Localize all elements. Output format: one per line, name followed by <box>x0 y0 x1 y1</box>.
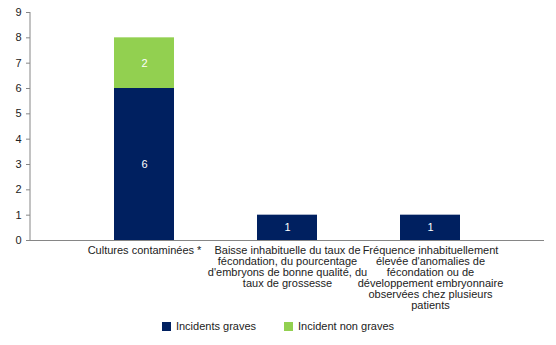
svg-text:9: 9 <box>15 6 21 18</box>
svg-text:7: 7 <box>15 57 21 69</box>
svg-text:4: 4 <box>15 133 21 145</box>
html-text:Incidents graves: Incidents graves <box>175 320 256 332</box>
svg-text:3: 3 <box>15 158 21 170</box>
html-text:Incident non graves: Incident non graves <box>298 320 395 332</box>
svg-text:Fréquence inhabituellementélev: Fréquence inhabituellementélevée d'anoma… <box>358 244 504 311</box>
svg-text:8: 8 <box>15 31 21 43</box>
svg-text:6: 6 <box>15 82 21 94</box>
svg-text:5: 5 <box>15 107 21 119</box>
svg-text:0: 0 <box>15 234 21 246</box>
svg-text:2: 2 <box>15 183 21 195</box>
svg-text:6: 6 <box>141 158 147 170</box>
svg-text:Baisse inhabituelle du taux de: Baisse inhabituelle du taux defécondatio… <box>208 244 367 289</box>
svg-text:1: 1 <box>427 221 433 233</box>
svg-text:2: 2 <box>141 57 147 69</box>
svg-text:1: 1 <box>284 221 290 233</box>
svg-text:Cultures contaminées *: Cultures contaminées * <box>88 244 202 256</box>
svg-text:1: 1 <box>15 209 21 221</box>
